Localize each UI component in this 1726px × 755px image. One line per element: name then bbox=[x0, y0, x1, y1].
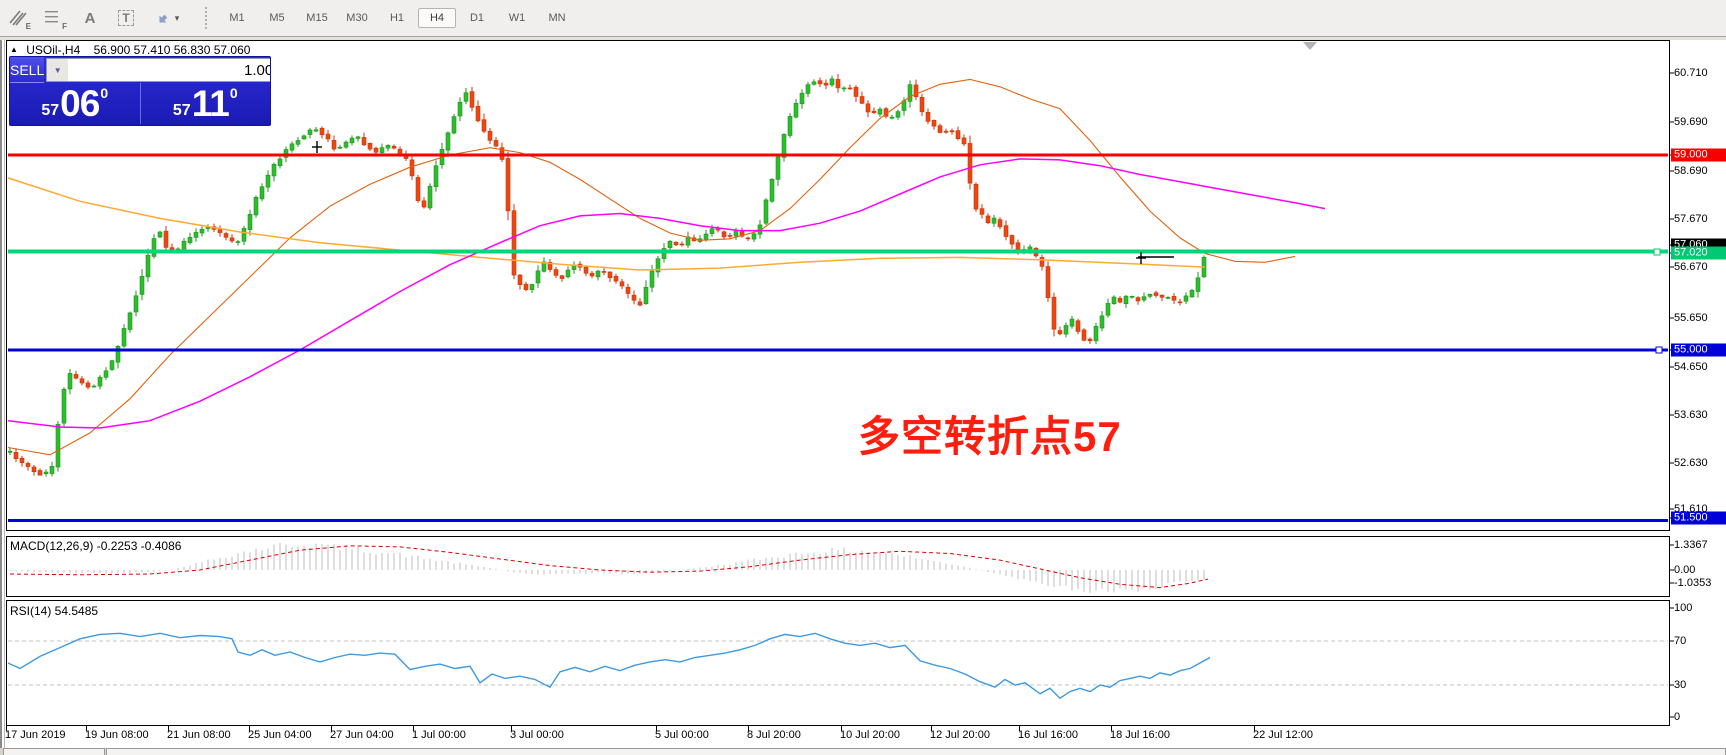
macd-axis-label: -1.0353 bbox=[1674, 577, 1712, 589]
date-axis-label: 18 Jul 16:00 bbox=[1110, 729, 1170, 741]
pane-borders bbox=[6, 40, 1670, 726]
date-axis-label: 16 Jul 16:00 bbox=[1018, 729, 1078, 741]
rsi-line bbox=[8, 632, 1211, 700]
collapse-panel-icon[interactable]: ▲ bbox=[10, 45, 18, 54]
price-level-badge: 57.020 bbox=[1671, 246, 1726, 260]
date-axis-label: 10 Jul 20:00 bbox=[840, 729, 900, 741]
macd-axis-label: 1.3367 bbox=[1674, 539, 1708, 551]
date-axis-label: 5 Jul 00:00 bbox=[655, 729, 709, 741]
scrollbar-track[interactable] bbox=[106, 748, 1726, 755]
price-axis-label: 60.710 bbox=[1674, 67, 1708, 79]
arrows-glyph bbox=[159, 14, 167, 23]
sell-price-prefix: 57 bbox=[41, 102, 60, 119]
timeframe-button-m15[interactable]: M15 bbox=[306, 12, 328, 24]
sell-button[interactable]: SELL bbox=[10, 57, 45, 83]
date-axis-label: 25 Jun 04:00 bbox=[248, 729, 312, 741]
price-axis-label: 53.630 bbox=[1674, 409, 1708, 421]
price-level-badge: 55.000 bbox=[1671, 343, 1726, 357]
date-axis-label: 12 Jul 20:00 bbox=[930, 729, 990, 741]
date-axis-label: 3 Jul 00:00 bbox=[510, 729, 564, 741]
macd-signal-line bbox=[9, 545, 1209, 589]
rsi-axis-label: 0 bbox=[1674, 711, 1681, 723]
macd-axis-label: 0.00 bbox=[1674, 564, 1696, 576]
buy-price-prefix: 57 bbox=[172, 102, 191, 119]
timeframe-group: M1 M5 M15 M30 H1 H4 D1 W1 MN bbox=[217, 8, 577, 28]
price-axis-label: 55.650 bbox=[1674, 312, 1708, 324]
buy-price-big: 11 bbox=[191, 83, 230, 124]
date-axis-label: 17 Jun 2019 bbox=[5, 729, 66, 741]
text-a-icon[interactable]: A bbox=[74, 4, 106, 32]
toolbar-drag-handle[interactable] bbox=[204, 6, 209, 30]
price-axis-label: 52.630 bbox=[1674, 457, 1708, 469]
hatch-glyph bbox=[9, 10, 27, 26]
price-level-badge: 51.500 bbox=[1671, 511, 1726, 525]
letter-a-label: A bbox=[84, 9, 96, 27]
one-click-trade-panel: SELL ▼ ▲ BUY 57 06 0 57 11 0 bbox=[9, 56, 271, 126]
rsi-axis-label: 100 bbox=[1674, 602, 1693, 614]
rsi-axis-label: 30 bbox=[1674, 679, 1687, 691]
chart-annotation-text: 多空转折点57 bbox=[858, 413, 1122, 460]
rsi-level-lines bbox=[8, 640, 1668, 686]
sell-price-big: 06 bbox=[60, 83, 100, 124]
price-level-badge: 59.000 bbox=[1671, 148, 1726, 162]
sell-price-sup: 0 bbox=[100, 85, 109, 101]
chart-background bbox=[0, 40, 1726, 755]
volume-stepper: ▼ ▲ bbox=[46, 58, 270, 82]
chart-markers bbox=[312, 141, 1174, 264]
horizontal-scrollbar[interactable] bbox=[0, 748, 1726, 755]
chart-shift-marker-icon[interactable] bbox=[1303, 42, 1317, 50]
date-axis-label: 1 Jul 00:00 bbox=[412, 729, 466, 741]
timeframe-button-h1[interactable]: H1 bbox=[389, 12, 405, 24]
candles-layer bbox=[8, 74, 1207, 477]
timeframe-button-w1[interactable]: W1 bbox=[508, 12, 526, 24]
toolbar: E F A T ▾ M1 M5 M15 M30 H1 H4 D1 W1 MN bbox=[0, 0, 1726, 37]
price-axis-label: 54.650 bbox=[1674, 361, 1708, 373]
volume-decrease-button[interactable]: ▼ bbox=[47, 59, 69, 81]
date-axis-label: 21 Jun 08:00 bbox=[167, 729, 231, 741]
volume-input[interactable] bbox=[68, 59, 270, 81]
arrow-style-icon[interactable]: ▾ bbox=[146, 4, 188, 32]
text-label-icon[interactable]: T bbox=[110, 4, 142, 32]
timeframe-button-m5[interactable]: M5 bbox=[269, 12, 285, 24]
hatch-sub-label: E bbox=[25, 22, 31, 31]
timeframe-button-mn[interactable]: MN bbox=[548, 12, 566, 24]
price-axis-label: 57.670 bbox=[1674, 213, 1708, 225]
chevron-down-icon: ▾ bbox=[174, 12, 180, 23]
date-axis-label: 27 Jun 04:00 bbox=[330, 729, 394, 741]
axis-ticks bbox=[6, 72, 1674, 731]
rsi-axis-label: 70 bbox=[1674, 635, 1687, 647]
timeframe-button-m30[interactable]: M30 bbox=[346, 12, 368, 24]
hatch-pattern-icon[interactable]: E bbox=[2, 4, 34, 32]
macd-label: MACD(12,26,9) -0.2253 -0.4086 bbox=[10, 539, 182, 553]
timeframe-button-m1[interactable]: M1 bbox=[229, 12, 245, 24]
letter-t-label: T bbox=[118, 10, 134, 26]
date-axis-label: 8 Jul 20:00 bbox=[747, 729, 801, 741]
window-left-border bbox=[0, 40, 8, 755]
date-axis-label: 19 Jun 08:00 bbox=[85, 729, 149, 741]
buy-price-sup: 0 bbox=[229, 85, 238, 101]
price-axis-label: 58.690 bbox=[1674, 165, 1708, 177]
grid-sub-label: F bbox=[62, 22, 67, 31]
buy-price[interactable]: 57 11 0 bbox=[141, 83, 271, 124]
scrollbar-thumb[interactable] bbox=[3, 748, 105, 755]
horizontal-lines bbox=[8, 153, 1668, 523]
price-axis-label: 59.690 bbox=[1674, 116, 1708, 128]
ohlc-values: 56.900 57.410 56.830 57.060 bbox=[93, 43, 251, 57]
price-axis-label: 56.670 bbox=[1674, 261, 1708, 273]
chart-header: ▲ USOil-,H4 56.900 57.410 56.830 57.060 bbox=[10, 43, 250, 57]
date-axis-label: 22 Jul 12:00 bbox=[1253, 729, 1313, 741]
grid-glyph bbox=[45, 11, 58, 23]
rsi-label: RSI(14) 54.5485 bbox=[10, 604, 99, 618]
grid-pattern-icon[interactable]: F bbox=[38, 4, 70, 32]
macd-histogram bbox=[9, 542, 1205, 593]
sell-price[interactable]: 57 06 0 bbox=[10, 83, 141, 124]
timeframe-button-h4[interactable]: H4 bbox=[418, 8, 456, 28]
moving-averages bbox=[8, 78, 1326, 456]
symbol-period-label: USOil-,H4 bbox=[26, 43, 81, 57]
timeframe-button-d1[interactable]: D1 bbox=[469, 12, 485, 24]
